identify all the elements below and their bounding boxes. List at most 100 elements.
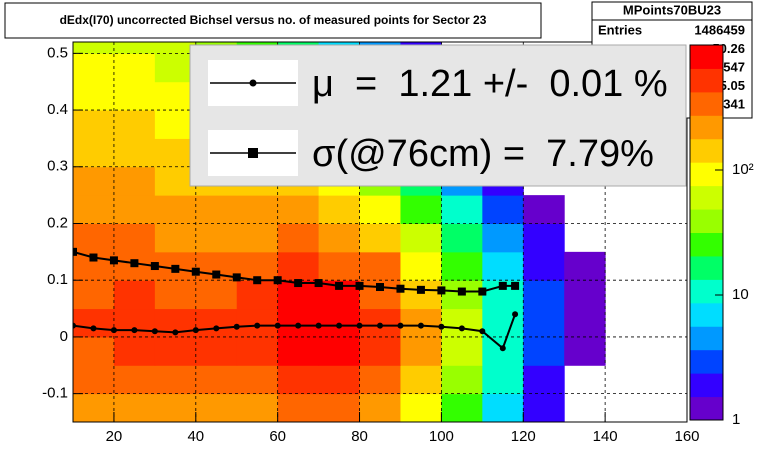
profile-marker [397, 322, 404, 329]
colorbar-band [690, 162, 723, 187]
profile-marker [376, 283, 384, 292]
profile-marker [89, 253, 98, 262]
heat-cell [154, 280, 197, 310]
x-tick-label: 140 [593, 428, 618, 445]
stats-label: Entries [598, 22, 642, 37]
heat-cell [400, 365, 442, 395]
heat-cell [154, 195, 197, 224]
heat-cell [482, 195, 524, 224]
heat-cell [154, 365, 197, 395]
heat-cell [154, 110, 197, 139]
heat-cell [564, 280, 606, 310]
profile-marker [314, 279, 323, 288]
heat-cell [73, 110, 115, 139]
stats-title: MPoints70BU23 [623, 2, 721, 17]
profile-marker [355, 281, 364, 290]
heat-cell [236, 251, 279, 281]
heat-cell [441, 251, 483, 281]
heat-cell [277, 251, 320, 281]
heat-cell [318, 223, 361, 253]
heat-cell [195, 223, 238, 253]
heat-cell [441, 195, 483, 224]
y-tick-label: 0.4 [47, 101, 68, 118]
heat-cell [154, 336, 197, 366]
heat-cell [277, 223, 320, 253]
heat-cell [73, 53, 115, 83]
heat-cell [195, 336, 238, 366]
heat-cell [73, 223, 115, 253]
heat-cell [523, 251, 565, 281]
profile-marker [458, 325, 465, 332]
heat-cell [277, 336, 320, 366]
heat-cell [195, 308, 238, 338]
profile-marker [254, 322, 261, 329]
profile-marker [437, 286, 446, 295]
profile-marker [192, 327, 199, 334]
x-tick-label: 20 [106, 428, 123, 445]
heat-cell [318, 393, 361, 422]
colorbar-band [690, 185, 723, 210]
profile-marker [233, 323, 240, 330]
colorbar-band [690, 373, 723, 398]
heat-cell [441, 223, 483, 253]
heat-cell [441, 365, 483, 395]
heat-cell [277, 195, 320, 224]
colorbar-band [690, 255, 723, 280]
profile-marker [131, 327, 138, 334]
heat-cell [236, 280, 279, 310]
profile-marker [212, 270, 221, 279]
heat-cell [113, 195, 156, 224]
heat-cell [154, 223, 197, 253]
profile-marker [171, 264, 180, 273]
heat-cell [195, 393, 238, 422]
colorbar-tick-label: 1 [732, 411, 740, 428]
heat-cell [400, 223, 442, 253]
profile-marker [295, 322, 302, 329]
heat-cell [73, 393, 115, 422]
colorbar-tick-label: 10 [732, 286, 749, 303]
x-tick-label: 40 [187, 428, 204, 445]
heat-cell [195, 365, 238, 395]
heat-cell [73, 81, 115, 111]
profile-marker [478, 287, 487, 296]
profile-marker [315, 322, 322, 329]
y-tick-label: 0.1 [47, 271, 68, 288]
heat-cell [113, 53, 156, 83]
heat-cell [154, 393, 197, 422]
heat-cell [113, 393, 156, 422]
profile-marker [512, 311, 519, 318]
heat-cell [400, 251, 442, 281]
chart-title: dEdx(I70) uncorrected Bichsel versus no.… [60, 13, 487, 27]
colorbar: 1 10 10² [689, 44, 754, 428]
profile-marker [90, 325, 97, 332]
heat-cell [318, 336, 361, 366]
heat-cell [113, 166, 156, 196]
heat-cell [400, 336, 442, 366]
heat-cell [113, 336, 156, 366]
heat-cell [523, 393, 565, 422]
profile-marker [479, 328, 486, 335]
profile-marker [73, 322, 76, 329]
heat-cell [482, 336, 524, 366]
heat-cell [73, 195, 115, 224]
heat-cell [523, 195, 565, 224]
colorbar-band [690, 279, 723, 304]
heat-cell [564, 251, 606, 281]
heat-cell [482, 365, 524, 395]
heat-cell [195, 195, 238, 224]
profile-marker [253, 276, 262, 285]
profile-marker [172, 329, 179, 336]
profile-marker [499, 345, 506, 352]
colorbar-band [690, 396, 723, 421]
heat-cell [318, 365, 361, 395]
x-tick-label: 120 [511, 428, 536, 445]
heat-cell [564, 308, 606, 338]
y-tick-label: 0.3 [47, 158, 68, 175]
heat-cell [277, 393, 320, 422]
heat-cell [236, 365, 279, 395]
heat-cell [236, 336, 279, 366]
heat-cell [113, 365, 156, 395]
heat-cell [400, 195, 442, 224]
colorbar-band [690, 68, 723, 93]
profile-marker [213, 325, 220, 332]
